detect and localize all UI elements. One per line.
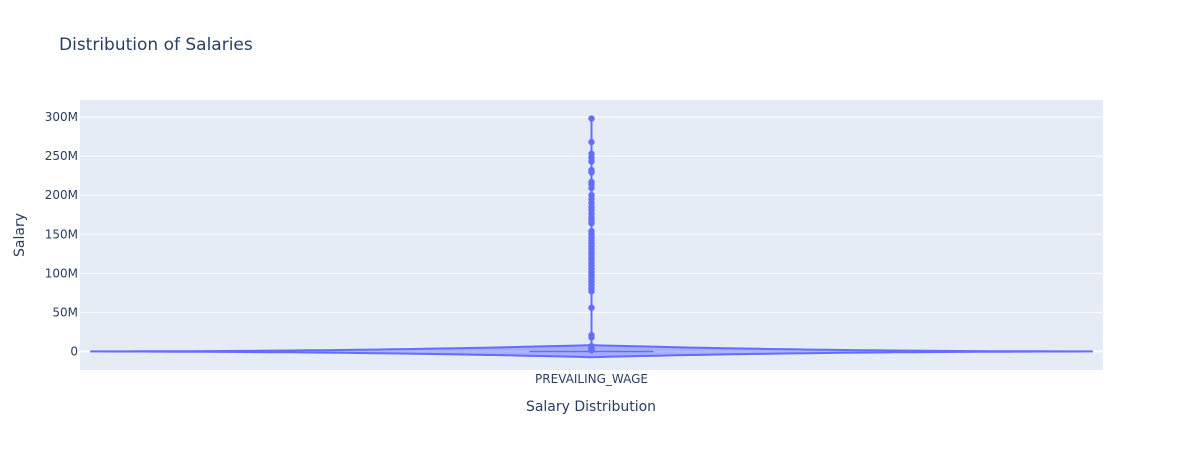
- y-tick-label: 300M: [45, 110, 78, 124]
- outlier-point: [588, 288, 595, 295]
- y-tick-label: 50M: [52, 305, 78, 319]
- x-axis-title: Salary Distribution: [526, 399, 656, 415]
- outlier-point: [588, 158, 595, 165]
- violin-traces: [90, 115, 1093, 359]
- y-tick-label: 150M: [45, 227, 78, 241]
- outlier-point: [588, 304, 595, 311]
- outlier-point: [588, 334, 595, 341]
- outlier-point: [588, 347, 595, 354]
- outlier-point: [588, 138, 595, 146]
- outlier-point: [588, 184, 595, 192]
- outlier-point: [588, 169, 595, 176]
- y-axis-ticks: 0 50M 100M 150M 200M 250M 300M: [45, 110, 78, 359]
- outlier-point: [588, 115, 595, 122]
- y-tick-label: 100M: [45, 266, 78, 280]
- y-axis-title: Salary: [12, 213, 28, 257]
- y-tick-label: 200M: [45, 188, 78, 202]
- x-tick-label: PREVAILING_WAGE: [535, 372, 648, 386]
- y-tick-label: 0: [70, 345, 78, 359]
- violin-prevailing_wage: [90, 115, 1093, 359]
- outlier-point: [588, 220, 595, 227]
- x-axis-ticks: PREVAILING_WAGE: [535, 372, 648, 386]
- chart-title: Distribution of Salaries: [59, 35, 253, 55]
- y-tick-label: 250M: [45, 149, 78, 163]
